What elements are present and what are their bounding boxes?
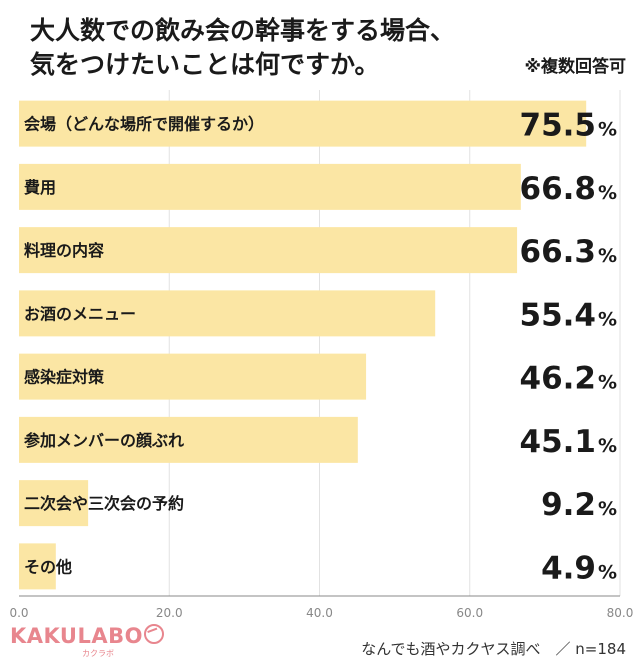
value-unit: %	[598, 182, 617, 204]
logo-subtext: カクラボ	[82, 649, 114, 658]
value-label: 75.5	[520, 108, 597, 144]
category-label: お酒のメニュー	[24, 304, 136, 323]
value-unit: %	[598, 498, 617, 520]
multiple-answer-note: ※複数回答可	[524, 57, 626, 77]
category-label: その他	[24, 557, 72, 576]
bar	[19, 100, 587, 147]
bar	[19, 163, 521, 210]
value-label: 66.3	[520, 234, 597, 270]
logo-circle-icon	[143, 624, 164, 644]
title-line-1: 大人数での飲み会の幹事をする場合、	[30, 16, 456, 45]
data-source: なんでも酒やカクヤス調べ ／ n=184	[361, 640, 626, 658]
bar	[19, 543, 56, 590]
kakulabo-logo[interactable]: KAKULABO カクラボ	[10, 624, 164, 658]
x-tick-label: 80.0	[607, 606, 634, 620]
value-unit: %	[598, 245, 617, 267]
value-unit: %	[598, 372, 617, 394]
value-label: 45.1	[520, 424, 597, 460]
bar	[19, 353, 367, 400]
bar	[19, 290, 436, 337]
category-label: 感染症対策	[24, 368, 105, 387]
category-label: 料理の内容	[24, 241, 104, 260]
logo-text: KAKULABO	[10, 624, 143, 648]
value-unit: %	[598, 435, 617, 457]
value-unit: %	[598, 308, 617, 330]
title-line-2: 気をつけたいことは何ですか。	[30, 50, 380, 79]
bar	[19, 227, 518, 274]
value-label: 4.9	[541, 550, 596, 586]
x-tick-label: 0.0	[9, 606, 28, 620]
value-label: 46.2	[520, 361, 597, 397]
value-unit: %	[598, 119, 617, 141]
value-label: 66.8	[520, 171, 597, 207]
bar	[19, 480, 89, 527]
chart-title: 大人数での飲み会の幹事をする場合、 気をつけたいことは何ですか。	[30, 14, 455, 82]
value-label: 9.2	[541, 487, 596, 523]
value-unit: %	[598, 561, 617, 583]
x-tick-label: 20.0	[156, 606, 183, 620]
x-tick-label: 40.0	[306, 606, 333, 620]
bar	[19, 416, 358, 463]
category-label: 二次会や三次会の予約	[24, 494, 184, 513]
value-label: 55.4	[520, 297, 597, 333]
category-label: 会場（どんな場所で開催するか）	[24, 115, 264, 134]
category-label: 参加メンバーの顔ぶれ	[24, 431, 184, 450]
x-tick-label: 60.0	[456, 606, 483, 620]
category-label: 費用	[24, 178, 56, 197]
